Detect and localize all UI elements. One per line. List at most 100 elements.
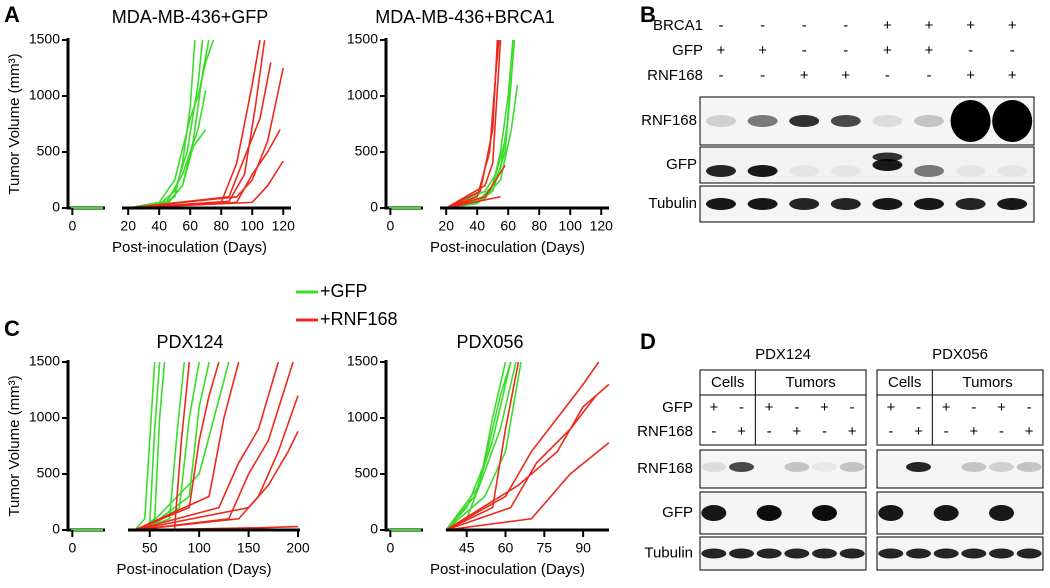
sign: - (767, 423, 772, 440)
sign: + (1008, 17, 1017, 34)
x-axis-label: Post-inoculation (Days) (112, 239, 267, 256)
sign: - (719, 67, 724, 84)
x-tick-label: 20 (120, 218, 136, 234)
y-tick-label: 0 (370, 199, 378, 215)
y-tick-label: 1500 (29, 353, 60, 369)
tumor-curve (445, 361, 600, 531)
x-tick-label: 100 (241, 218, 265, 234)
band (706, 198, 736, 210)
y-tick-label: 500 (355, 465, 379, 481)
tumor-curve (446, 73, 513, 209)
chart-title: PDX124 (156, 332, 223, 352)
header-box (876, 369, 1044, 446)
sign: + (925, 42, 934, 59)
band (701, 462, 727, 472)
band-label: GFP (662, 504, 693, 521)
sign: + (758, 42, 767, 59)
tumor-curve (445, 39, 499, 209)
band (830, 115, 861, 127)
band (839, 462, 865, 472)
band (830, 198, 861, 210)
sign: - (916, 399, 921, 416)
group-header: Cells (711, 374, 744, 391)
y-tick-label: 500 (37, 465, 61, 481)
band (812, 462, 837, 472)
sign: + (737, 423, 746, 440)
tumor-curve (144, 361, 210, 531)
band (950, 100, 991, 142)
sign: + (717, 42, 726, 59)
band (812, 548, 837, 559)
band (955, 165, 986, 177)
group-title: PDX056 (932, 346, 988, 363)
header-box (699, 369, 867, 446)
blot-box (876, 491, 1044, 535)
group-header: Tumors (963, 374, 1013, 391)
y-tick-label: 1000 (347, 409, 378, 425)
y-axis-label: Tumor Volume (mm³) (6, 53, 23, 194)
tumor-curve (134, 361, 220, 531)
legend-label: +RNF168 (320, 309, 398, 329)
band (878, 505, 904, 521)
sign: + (966, 67, 975, 84)
band (706, 165, 736, 177)
x-tick-label: 75 (537, 540, 553, 556)
tumor-curve (128, 39, 266, 209)
x-tick-label: 40 (151, 218, 167, 234)
x-tick-label: 120 (272, 218, 296, 234)
band (706, 115, 736, 127)
band (997, 198, 1028, 210)
y-tick-label: 1500 (347, 31, 378, 47)
chart-title: MDA-MB-436+BRCA1 (375, 7, 555, 27)
y-tick-label: 1000 (29, 409, 60, 425)
sign: + (765, 399, 774, 416)
band (872, 198, 903, 210)
x-tick-label: 0 (68, 540, 76, 556)
sign: - (885, 67, 890, 84)
tumor-curve (445, 395, 597, 531)
x-tick-label: 80 (213, 218, 229, 234)
band (756, 505, 782, 521)
legend-label: +GFP (320, 281, 368, 301)
sign: + (942, 399, 951, 416)
row-label: RNF168 (637, 423, 693, 440)
band (872, 159, 903, 171)
row-label: RNF168 (647, 67, 703, 84)
band (989, 548, 1014, 559)
x-tick-label: 150 (237, 540, 261, 556)
band (830, 165, 861, 177)
sign: - (944, 423, 949, 440)
tumor-curve (144, 361, 230, 531)
band (955, 198, 986, 210)
band-label: Tubulin (644, 544, 693, 561)
sign: + (883, 42, 892, 59)
sign: - (719, 17, 724, 34)
chart-title: MDA-MB-436+GFP (112, 7, 269, 27)
sign: - (739, 399, 744, 416)
sign: - (843, 17, 848, 34)
y-tick-label: 1000 (29, 87, 60, 103)
x-tick-label: 100 (559, 218, 583, 234)
x-tick-label: 80 (531, 218, 547, 234)
sign: - (1010, 42, 1015, 59)
blot-box (876, 536, 1044, 571)
sign: - (843, 42, 848, 59)
x-tick-label: 40 (469, 218, 485, 234)
band (789, 198, 820, 210)
x-tick-label: 60 (498, 540, 514, 556)
sign: + (709, 399, 718, 416)
chart-title: PDX056 (456, 332, 523, 352)
tumor-curve (445, 39, 502, 209)
band (789, 165, 820, 177)
band (747, 165, 778, 177)
band (701, 548, 727, 559)
sign: + (925, 17, 934, 34)
y-tick-label: 500 (37, 143, 61, 159)
tumor-curve (445, 361, 512, 531)
panel-label: D (640, 329, 656, 354)
sign: + (914, 423, 923, 440)
panel-label: A (4, 2, 20, 27)
x-axis-label: Post-inoculation (Days) (430, 239, 585, 256)
tumor-curve (134, 361, 280, 531)
sign: + (820, 399, 829, 416)
